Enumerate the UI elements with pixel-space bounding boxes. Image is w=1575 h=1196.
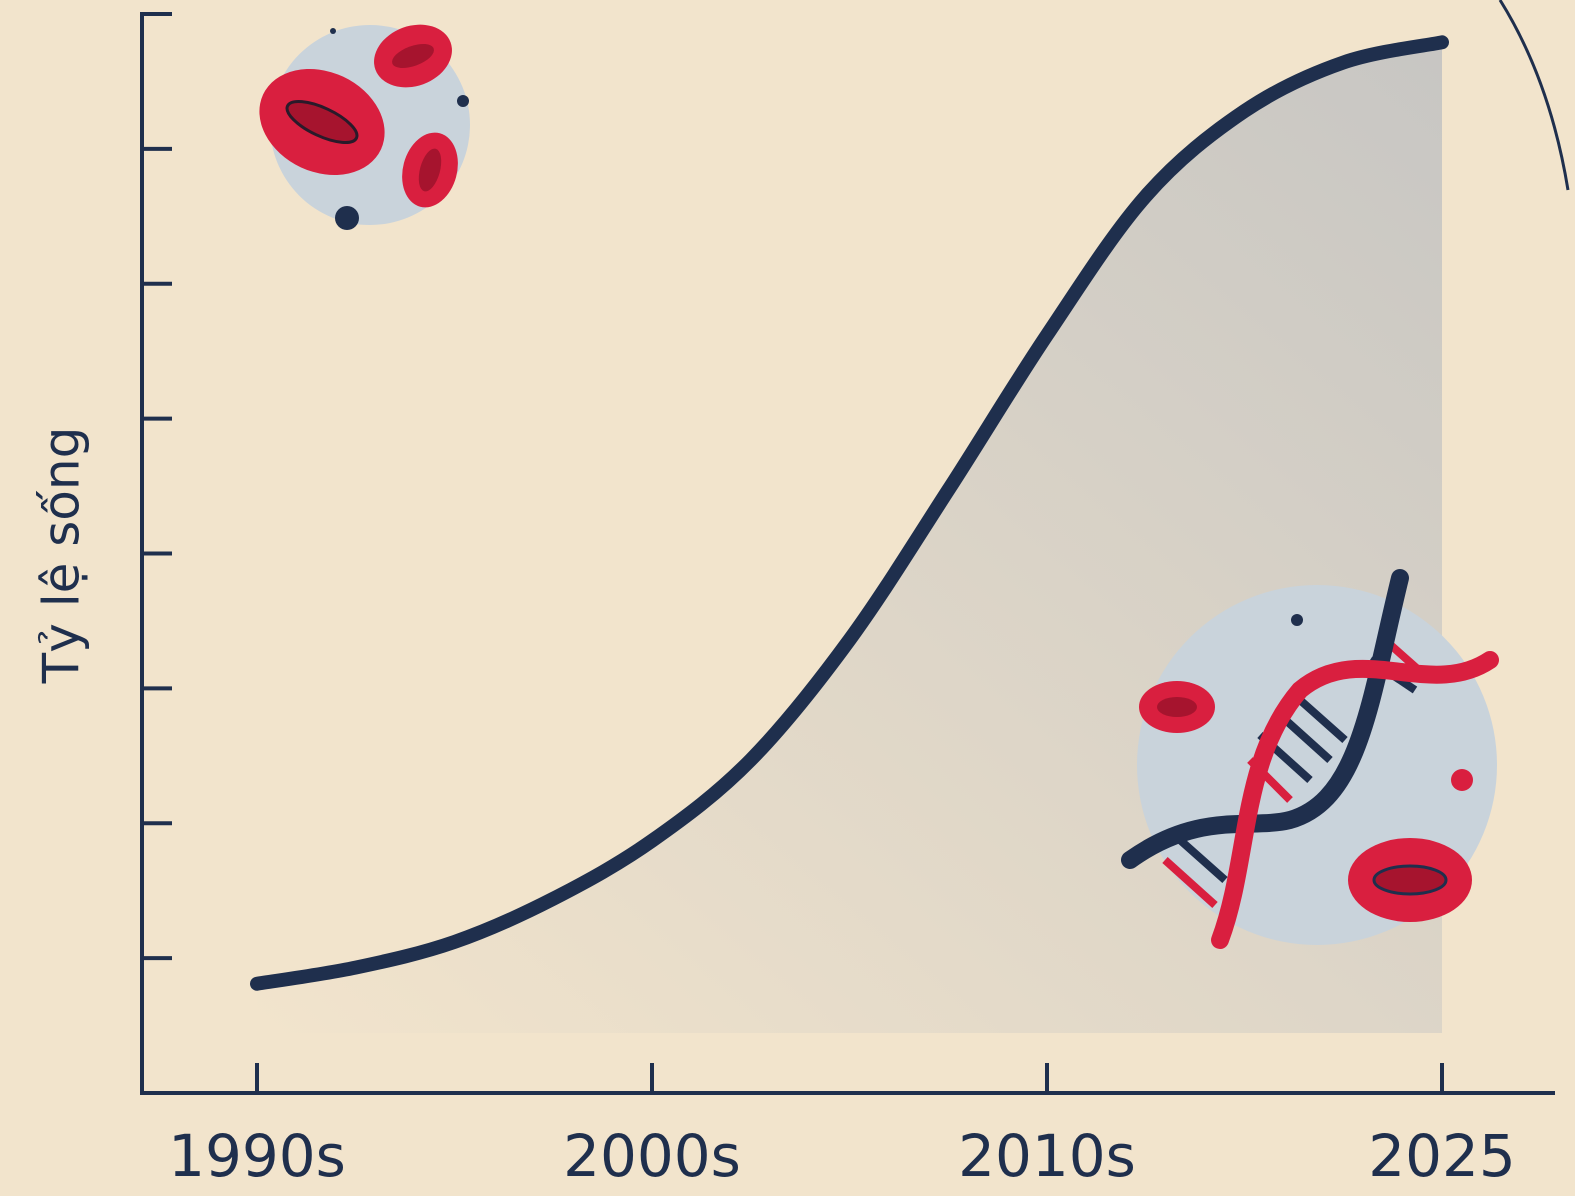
x-tick-label: 2010s <box>958 1122 1136 1190</box>
decor-curve <box>1498 0 1570 191</box>
x-tick-label: 2000s <box>563 1122 741 1190</box>
x-tick-label: 2025 <box>1368 1122 1516 1190</box>
x-tick-label: 1990s <box>168 1122 346 1190</box>
y-axis-label: Tỷ lệ sống <box>33 427 91 685</box>
blood-cells-illustration <box>259 24 470 230</box>
line <box>250 35 1449 991</box>
dna-illustration <box>1121 569 1499 949</box>
